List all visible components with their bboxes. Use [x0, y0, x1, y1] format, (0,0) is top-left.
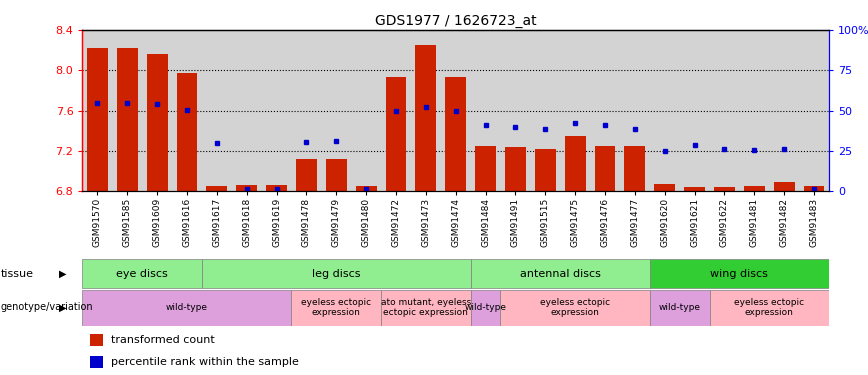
- Text: antennal discs: antennal discs: [520, 269, 601, 279]
- Bar: [176, 74, 197, 191]
- Bar: [624, 146, 645, 191]
- Bar: [356, 186, 377, 191]
- Bar: [565, 136, 586, 191]
- Text: ▶: ▶: [59, 269, 67, 279]
- Bar: [654, 184, 675, 191]
- Bar: [266, 185, 287, 191]
- Bar: [82, 290, 292, 326]
- Bar: [620, 30, 650, 191]
- Title: GDS1977 / 1626723_at: GDS1977 / 1626723_at: [375, 13, 536, 28]
- Bar: [709, 290, 829, 326]
- Text: eyeless ectopic
expression: eyeless ectopic expression: [540, 298, 610, 317]
- Bar: [501, 30, 530, 191]
- Bar: [714, 187, 735, 191]
- Bar: [590, 30, 620, 191]
- Bar: [650, 30, 680, 191]
- Bar: [595, 146, 615, 191]
- Bar: [172, 30, 202, 191]
- Bar: [381, 30, 411, 191]
- Text: wild-type: wild-type: [464, 303, 507, 312]
- Text: eye discs: eye discs: [116, 269, 168, 279]
- Bar: [470, 260, 650, 288]
- Bar: [202, 30, 232, 191]
- Bar: [207, 186, 227, 191]
- Bar: [680, 30, 709, 191]
- Bar: [470, 290, 501, 326]
- Bar: [326, 159, 346, 191]
- Bar: [411, 30, 441, 191]
- Bar: [292, 30, 321, 191]
- Bar: [90, 334, 103, 346]
- Text: wild-type: wild-type: [659, 303, 700, 312]
- Bar: [740, 30, 769, 191]
- Bar: [112, 30, 142, 191]
- Bar: [236, 185, 257, 191]
- Bar: [650, 290, 709, 326]
- Bar: [352, 30, 381, 191]
- Bar: [530, 30, 560, 191]
- Bar: [650, 260, 829, 288]
- Text: ato mutant, eyeless
ectopic expression: ato mutant, eyeless ectopic expression: [381, 298, 471, 317]
- Bar: [202, 260, 470, 288]
- Bar: [799, 30, 829, 191]
- Bar: [381, 290, 470, 326]
- Bar: [117, 48, 138, 191]
- Bar: [292, 290, 381, 326]
- Text: ▶: ▶: [59, 303, 67, 312]
- Bar: [804, 186, 825, 191]
- Text: transformed count: transformed count: [111, 334, 214, 345]
- Bar: [232, 30, 261, 191]
- Bar: [475, 146, 496, 191]
- Bar: [82, 260, 202, 288]
- Bar: [296, 159, 317, 191]
- Bar: [142, 30, 172, 191]
- Bar: [709, 30, 740, 191]
- Bar: [87, 48, 108, 191]
- Text: eyeless ectopic
expression: eyeless ectopic expression: [301, 298, 372, 317]
- Bar: [501, 290, 650, 326]
- Bar: [261, 30, 292, 191]
- Bar: [82, 30, 112, 191]
- Bar: [445, 77, 466, 191]
- Bar: [416, 45, 437, 191]
- Bar: [90, 356, 103, 368]
- Bar: [441, 30, 470, 191]
- Bar: [505, 147, 526, 191]
- Text: wing discs: wing discs: [710, 269, 768, 279]
- Text: percentile rank within the sample: percentile rank within the sample: [111, 357, 299, 367]
- Bar: [684, 187, 705, 191]
- Text: tissue: tissue: [1, 269, 34, 279]
- Bar: [470, 30, 501, 191]
- Bar: [385, 77, 406, 191]
- Bar: [769, 30, 799, 191]
- Text: leg discs: leg discs: [312, 269, 360, 279]
- Text: wild-type: wild-type: [166, 303, 208, 312]
- Bar: [147, 54, 168, 191]
- Text: genotype/variation: genotype/variation: [1, 303, 94, 312]
- Bar: [321, 30, 352, 191]
- Bar: [535, 149, 556, 191]
- Bar: [744, 186, 765, 191]
- Bar: [773, 182, 794, 191]
- Text: eyeless ectopic
expression: eyeless ectopic expression: [734, 298, 805, 317]
- Bar: [560, 30, 590, 191]
